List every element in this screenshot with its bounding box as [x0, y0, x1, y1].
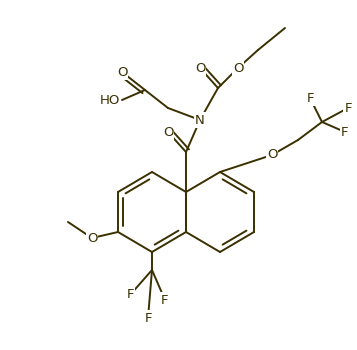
Text: O: O	[117, 65, 127, 78]
Text: F: F	[306, 91, 314, 105]
Text: F: F	[344, 102, 352, 114]
Text: F: F	[126, 288, 134, 301]
Text: F: F	[144, 312, 152, 324]
Text: O: O	[233, 62, 243, 75]
Text: F: F	[161, 294, 169, 307]
Text: O: O	[267, 148, 277, 161]
Text: HO: HO	[100, 93, 120, 106]
Text: O: O	[195, 62, 205, 75]
Text: F: F	[341, 126, 349, 139]
Text: O: O	[87, 231, 97, 245]
Text: N: N	[195, 113, 205, 126]
Text: O: O	[163, 126, 173, 139]
